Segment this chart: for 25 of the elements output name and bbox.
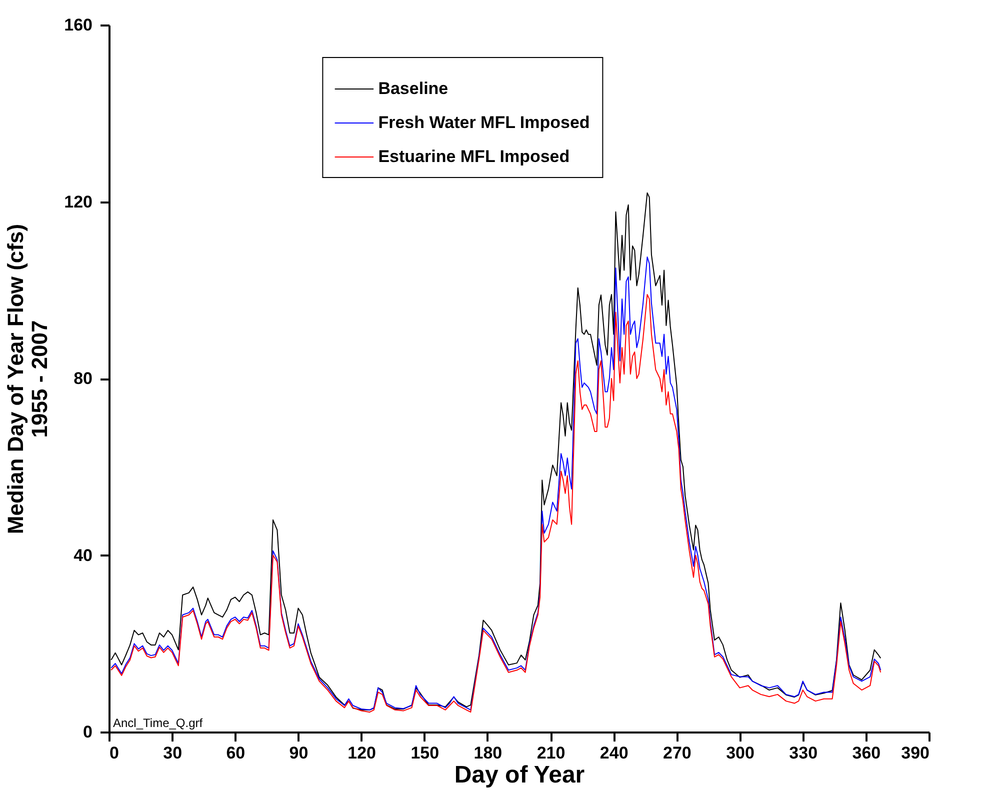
legend-label: Baseline bbox=[378, 79, 448, 98]
x-tick-label: 330 bbox=[789, 744, 818, 762]
x-tick-label: 300 bbox=[726, 744, 754, 762]
x-tick-label: 390 bbox=[901, 744, 930, 762]
y-tick-label: 40 bbox=[74, 546, 92, 565]
y-tick-label: 0 bbox=[83, 722, 92, 742]
y-tick-label: 120 bbox=[64, 192, 92, 212]
x-tick-label: 360 bbox=[852, 744, 881, 762]
x-tick-label: 270 bbox=[663, 744, 692, 762]
x-tick-label: 210 bbox=[536, 744, 566, 762]
x-tick-label: 0 bbox=[110, 744, 119, 762]
x-tick-label: 150 bbox=[410, 744, 440, 762]
x-tick-label: 90 bbox=[289, 744, 308, 762]
annotation: Ancl_Time_Q.grf bbox=[113, 716, 204, 730]
x-tick-label: 120 bbox=[348, 744, 376, 762]
y-axis-title: Median Day of Year Flow (cfs) 1955 - 2007 bbox=[3, 224, 52, 534]
legend-label: Fresh Water MFL Imposed bbox=[378, 113, 590, 132]
x-tick-label: 240 bbox=[600, 744, 628, 762]
x-tick-label: 30 bbox=[163, 744, 182, 762]
legend-label: Estuarine MFL Imposed bbox=[378, 147, 570, 166]
x-tick-label: 60 bbox=[226, 744, 246, 762]
x-axis-title: Day of Year bbox=[454, 762, 585, 788]
y-tick-label: 160 bbox=[64, 16, 92, 34]
y-tick-label: 80 bbox=[74, 369, 92, 388]
x-tick-label: 180 bbox=[474, 744, 502, 762]
